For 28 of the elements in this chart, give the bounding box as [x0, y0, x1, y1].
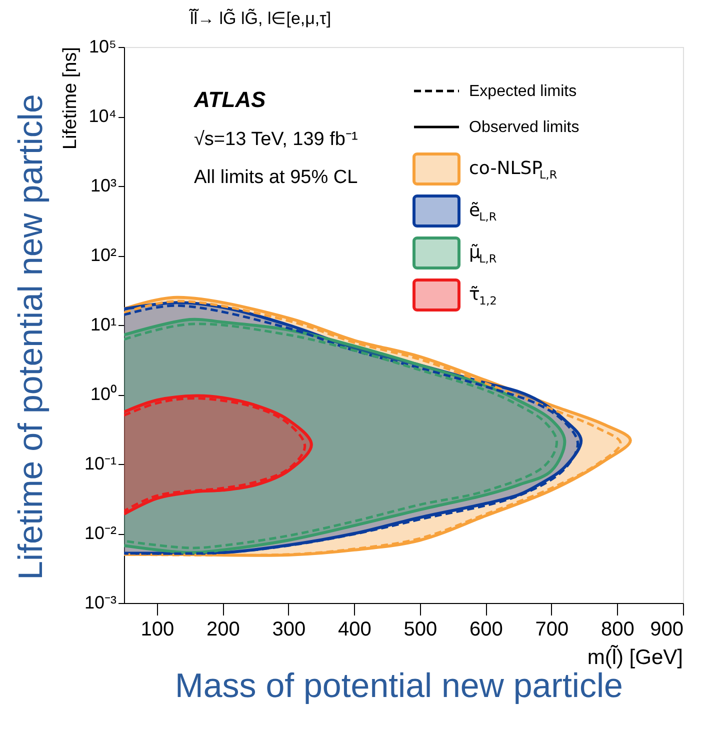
x-tick-label: 200	[206, 618, 240, 640]
x-tick-label: 500	[404, 618, 438, 640]
y-tick-label: 10⁻²	[84, 523, 117, 543]
chart-title: l̃l̃→ lG̃ lG̃, l∈[e,μ,τ]	[188, 8, 332, 28]
annotation: Observed limits	[469, 119, 580, 136]
annotation: √s=13 TeV, 139 fb⁻¹	[194, 129, 358, 150]
y-tick-label: 10⁻¹	[84, 454, 117, 474]
y-tick-label: 10²	[90, 245, 117, 265]
y-tick-label: 10¹	[90, 314, 117, 334]
annotation: Expected limits	[469, 83, 577, 100]
x-tick-label: 800	[601, 618, 634, 640]
text: Mass of potential new particle	[175, 667, 623, 705]
y-tick-label: 10³	[90, 176, 117, 196]
x-tick-label: 100	[140, 618, 174, 640]
x-axis-title: m(l̃) [GeV]	[587, 644, 683, 669]
annotation: ATLAS	[193, 87, 266, 112]
x-tick-label: 300	[272, 618, 306, 640]
x-tick-label: 400	[338, 618, 372, 640]
x-tick-label: 600	[470, 618, 503, 640]
y-tick-label: 10⁴	[88, 106, 116, 126]
y-tick-label: 10⁵	[89, 36, 116, 56]
y-tick-label: 10⁰	[90, 384, 116, 404]
x-tick-label: 700	[535, 618, 569, 640]
annotation: All limits at 95% CL	[194, 167, 358, 188]
text: Lifetime of potential new particle	[12, 94, 50, 580]
y-axis-title: Lifetime [ns]	[60, 47, 81, 150]
y-tick-label: 10⁻³	[84, 592, 117, 612]
x-tick-label: 900	[650, 618, 684, 640]
